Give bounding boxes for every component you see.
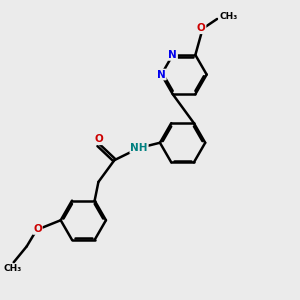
Text: N: N (168, 50, 177, 60)
Text: N: N (157, 70, 166, 80)
Text: O: O (197, 23, 206, 33)
Text: NH: NH (130, 143, 148, 153)
Text: O: O (94, 134, 103, 144)
Text: O: O (33, 224, 42, 234)
Text: CH₃: CH₃ (219, 12, 237, 21)
Text: CH₃: CH₃ (3, 264, 21, 273)
